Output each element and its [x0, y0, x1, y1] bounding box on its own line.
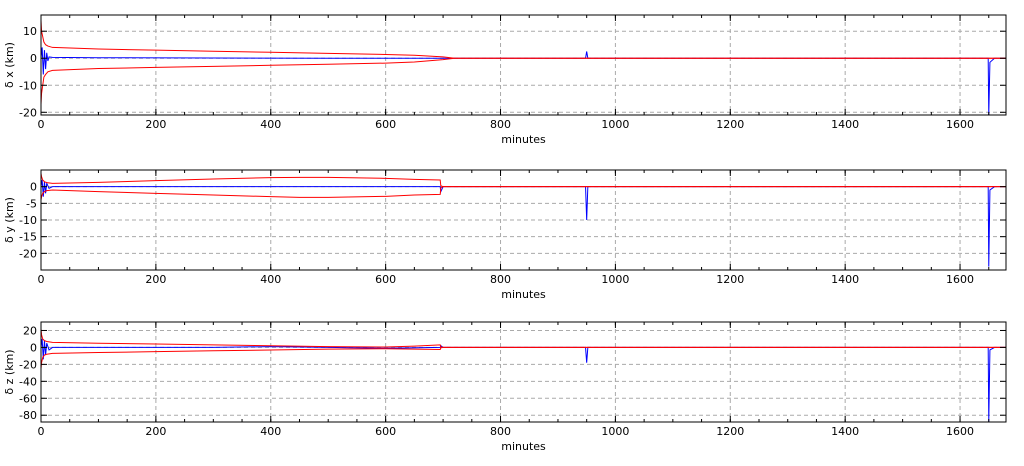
x-tick-label: 0: [38, 425, 45, 438]
plot-panel-z: 0 200 400 600 800 1000 1200 1400 1600-80-60-40-2…: [3, 321, 1007, 453]
series-line-lower-bound: [41, 57, 1006, 105]
y-tick-label: 0: [30, 52, 37, 65]
x-tick-label: 1400: [831, 273, 859, 286]
series-line-upper-bound: [41, 20, 1006, 59]
y-tick-label: -20: [19, 106, 37, 119]
y-tick-label: -10: [19, 79, 37, 92]
x-tick-label: 1600: [946, 425, 974, 438]
y-tick-label: -20: [19, 247, 37, 260]
series-line-upper-bound: [41, 173, 1006, 188]
x-tick-label: 400: [260, 273, 281, 286]
series-line-error: [41, 179, 1006, 267]
series-group: [41, 20, 1006, 115]
x-tick-label: 200: [145, 118, 166, 131]
x-tick-label: 1200: [716, 273, 744, 286]
x-axis-label: minutes: [501, 440, 546, 453]
x-tick-label: 200: [145, 425, 166, 438]
y-axis-label: δ x (km): [3, 42, 16, 88]
x-tick-label: 1400: [831, 425, 859, 438]
series-line-error: [41, 47, 1006, 115]
x-tick-label: 800: [490, 425, 511, 438]
y-tick-label: -60: [19, 392, 37, 405]
x-tick-label: 400: [260, 118, 281, 131]
y-tick-label: -10: [19, 214, 37, 227]
y-tick-label: 0: [30, 341, 37, 354]
y-tick-label: -20: [19, 358, 37, 371]
x-tick-label: 800: [490, 118, 511, 131]
series-line-lower-bound: [41, 186, 1006, 201]
x-tick-label: 1200: [716, 118, 744, 131]
x-tick-label: 800: [490, 273, 511, 286]
x-axis-label: minutes: [501, 133, 546, 146]
x-tick-label: 600: [375, 425, 396, 438]
x-tick-label: 1000: [601, 273, 629, 286]
y-tick-label: -15: [19, 231, 37, 244]
plot-panel-x: 0 200 400 600 800 1000 1200 1400 1600 -20 -10 0 10 mi…: [3, 14, 1007, 146]
y-tick-label: 10: [23, 25, 37, 38]
series-group: [41, 173, 1006, 267]
plot-frame: [40, 14, 1007, 116]
x-tick-label: 1400: [831, 118, 859, 131]
x-tick-label: 1200: [716, 425, 744, 438]
x-tick-label: 0: [38, 118, 45, 131]
x-tick-label: 1600: [946, 118, 974, 131]
x-tick-label: 600: [375, 118, 396, 131]
x-tick-label: 1000: [601, 425, 629, 438]
series-line-upper-bound: [41, 328, 1006, 348]
y-tick-label: -80: [19, 409, 37, 422]
x-tick-label: 1600: [946, 273, 974, 286]
plot-panel-y: 0 200 400 600 800 1000 1200 1400 1600 -20 -15 -10 -5…: [3, 169, 1007, 301]
x-tick-label: 600: [375, 273, 396, 286]
x-tick-label: 400: [260, 425, 281, 438]
x-tick-label: 200: [145, 273, 166, 286]
x-tick-label: 1000: [601, 118, 629, 131]
y-tick-label: 0: [30, 181, 37, 194]
y-axis-label: δ z (km): [3, 349, 16, 394]
x-tick-label: 0: [38, 273, 45, 286]
y-axis-label: δ y (km): [3, 197, 16, 243]
y-tick-label: -5: [26, 197, 37, 210]
y-tick-label: -40: [19, 375, 37, 388]
plot-frame: [40, 321, 1007, 423]
series-line-lower-bound: [41, 346, 1006, 369]
y-tick-label: 20: [23, 324, 37, 337]
series-group: [41, 328, 1006, 422]
x-axis-label: minutes: [501, 288, 546, 301]
